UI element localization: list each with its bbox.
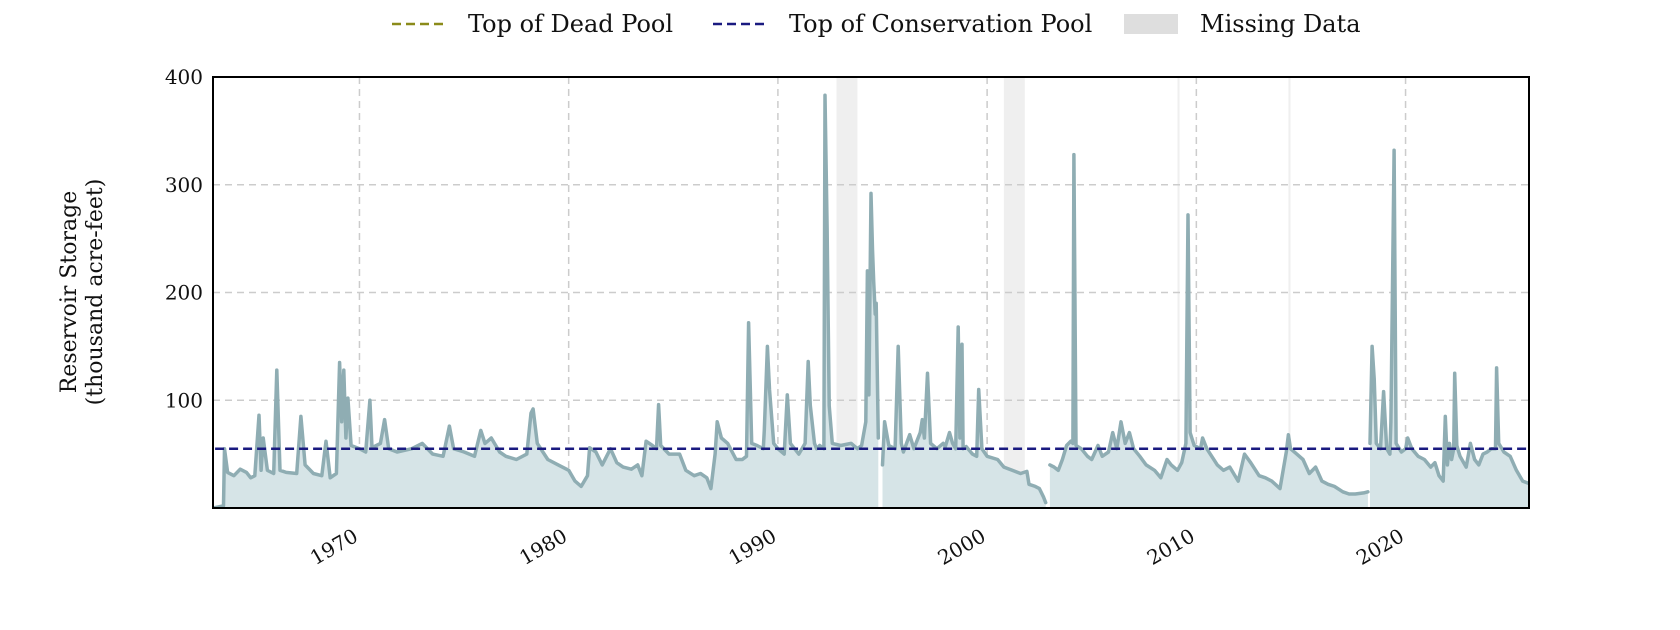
missing-data-band xyxy=(1288,77,1291,508)
x-tick-label: 2020 xyxy=(1352,524,1408,570)
y-axis-label-line: (thousand acre-feet) xyxy=(83,179,108,406)
x-tick-label: 2000 xyxy=(934,524,990,570)
storage-line xyxy=(880,325,1048,505)
plot-area: 100 200 300 400 1970 1980 1990 2000 2010 2020 xyxy=(165,65,1530,570)
y-tick-label: 200 xyxy=(165,281,203,305)
legend-item: Missing Data xyxy=(1124,10,1361,38)
legend-swatch xyxy=(1124,14,1178,34)
storage-area xyxy=(882,327,1046,508)
y-tick-label: 100 xyxy=(165,388,203,412)
storage-line xyxy=(1368,148,1529,486)
y-axis-label-line: Reservoir Storage xyxy=(57,191,82,394)
plot-frame xyxy=(212,76,1530,509)
storage-area xyxy=(213,95,879,508)
storage-line xyxy=(1048,152,1370,496)
legend-label: Missing Data xyxy=(1200,10,1361,38)
legend-item: Top of Conservation Pool xyxy=(713,10,1092,38)
chart-legend: Top of Dead Pool Top of Conservation Pool… xyxy=(392,10,1361,38)
legend-item: Top of Dead Pool xyxy=(392,10,673,38)
x-tick-label: 1990 xyxy=(724,524,780,570)
x-tick-label: 1970 xyxy=(306,524,362,570)
storage-line xyxy=(213,93,881,508)
legend-label: Top of Conservation Pool xyxy=(789,10,1092,38)
y-tick-label: 400 xyxy=(165,65,203,89)
y-axis-label: Reservoir Storage (thousand acre-feet) xyxy=(57,179,108,406)
x-tick-label: 2010 xyxy=(1143,524,1199,570)
storage-area xyxy=(1370,150,1529,508)
x-tick-label: 1980 xyxy=(515,524,571,570)
storage-area xyxy=(1049,154,1368,508)
legend-label: Top of Dead Pool xyxy=(468,10,673,38)
y-tick-label: 300 xyxy=(165,173,203,197)
